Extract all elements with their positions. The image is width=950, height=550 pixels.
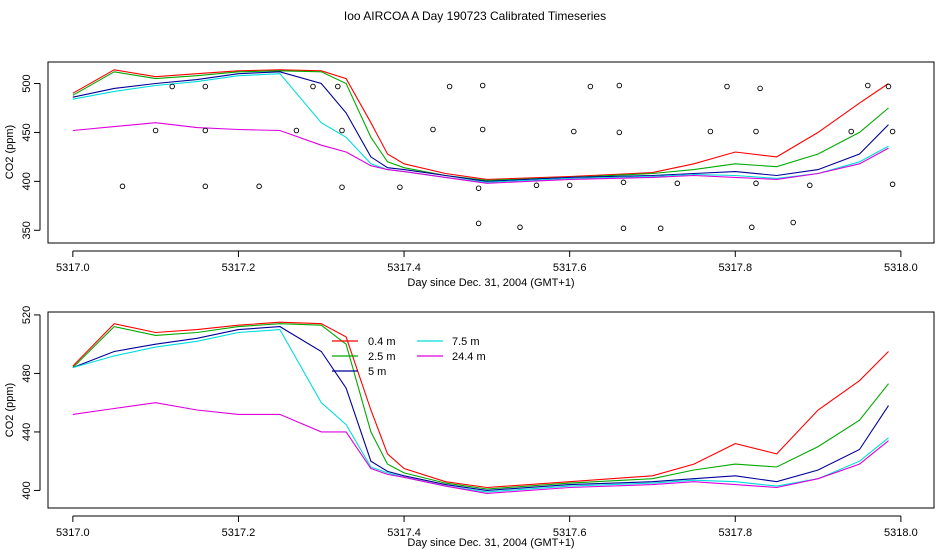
top-x-tick-label: 5318.0: [884, 262, 918, 274]
legend-label-0: 0.4 m: [368, 336, 396, 348]
legend-label-1: 2.5 m: [368, 351, 396, 363]
top-data-point: [119, 183, 126, 190]
top-data-point: [616, 82, 623, 89]
top-series-line-0: [72, 69, 889, 180]
top-y-tick-label: 350: [21, 221, 33, 239]
top-x-axis-label: Day since Dec. 31, 2004 (GMT+1): [407, 277, 574, 289]
top-series-layer: [72, 69, 889, 184]
top-data-point: [753, 180, 759, 187]
bottom-x-tick-label: 5317.4: [387, 527, 421, 539]
top-data-point: [724, 83, 730, 90]
bottom-series-line-4: [72, 402, 889, 494]
top-data-point: [889, 128, 896, 135]
top-data-point: [517, 224, 523, 231]
top-y-tick-label: 450: [21, 123, 33, 141]
top-x-tick-label: 5317.8: [718, 262, 752, 274]
figure-title: Ioo AIRCOA A Day 190723 Calibrated Times…: [344, 9, 606, 23]
top-series-line-1: [72, 70, 889, 181]
bottom-series-line-0: [72, 321, 889, 489]
top-x-tick-label: 5317.0: [56, 262, 90, 274]
top-x-tick-label: 5317.2: [222, 262, 256, 274]
bottom-x-tick-label: 5318.0: [884, 527, 918, 539]
top-series-line-4: [72, 122, 889, 184]
top-data-point: [202, 127, 209, 134]
top-data-point: [865, 82, 871, 89]
top-data-point: [790, 219, 796, 226]
top-data-point: [339, 127, 345, 134]
bottom-y-tick-label: 520: [21, 306, 33, 324]
top-data-point: [310, 83, 316, 90]
bottom-plot-frame: [47, 311, 935, 509]
top-data-point: [620, 225, 627, 232]
top-data-point: [475, 185, 482, 191]
bottom-x-tick-label: 5317.2: [222, 527, 256, 539]
legend-label-3: 7.5 m: [452, 336, 480, 348]
top-data-point: [202, 83, 209, 90]
top-data-point: [587, 83, 594, 90]
top-data-point: [807, 182, 813, 189]
top-data-point: [753, 128, 759, 135]
bottom-y-axis: 400 440 480 520: [21, 306, 41, 500]
bottom-x-axis-label: Day since Dec. 31, 2004 (GMT+1): [407, 537, 574, 549]
top-data-point: [256, 183, 262, 190]
top-x-axis: 5317.0 5317.2 5317.4 5317.6 5317.8 5318.0: [56, 250, 918, 274]
top-data-point: [475, 220, 482, 227]
bottom-y-tick-label: 480: [21, 364, 33, 382]
bottom-x-tick-label: 5317.0: [56, 527, 90, 539]
top-data-point: [757, 85, 763, 92]
top-y-tick-label: 500: [21, 74, 33, 92]
top-data-point: [335, 83, 341, 90]
top-y-axis: 350 400 450 500: [21, 74, 41, 239]
top-points-layer: [119, 82, 896, 232]
top-data-point: [430, 126, 436, 133]
legend: 0.4 m 2.5 m 5 m 7.5 m 24.4 m: [332, 336, 486, 378]
legend-label-2: 5 m: [368, 366, 386, 378]
top-data-point: [616, 129, 623, 136]
top-data-point: [339, 184, 345, 190]
bottom-x-axis: 5317.0 5317.2 5317.4 5317.6 5317.8 5318.0: [56, 515, 918, 539]
top-panel: 5317.0 5317.2 5317.4 5317.6 5317.8 5318.0 350…: [4, 61, 935, 289]
top-data-point: [446, 83, 453, 90]
top-data-point: [749, 224, 755, 231]
top-data-point: [620, 179, 627, 186]
top-data-point: [674, 180, 681, 187]
top-data-point: [848, 128, 854, 135]
top-x-tick-label: 5317.6: [553, 262, 587, 274]
bottom-x-tick-label: 5317.6: [553, 527, 587, 539]
top-data-point: [566, 182, 573, 189]
top-y-axis-label: CO2 (ppm): [4, 125, 16, 179]
top-data-point: [152, 127, 159, 134]
bottom-series-line-1: [72, 323, 889, 490]
top-data-point: [479, 82, 486, 89]
bottom-x-tick-label: 5317.8: [718, 527, 752, 539]
bottom-y-axis-label: CO2 (ppm): [4, 383, 16, 437]
top-y-tick-label: 400: [21, 172, 33, 190]
top-series-line-2: [72, 71, 889, 182]
top-data-point: [397, 184, 403, 190]
top-data-point: [657, 225, 664, 232]
top-data-point: [889, 181, 896, 188]
bottom-series-layer: [72, 321, 889, 494]
top-data-point: [169, 83, 175, 90]
bottom-series-line-2: [72, 326, 889, 491]
top-data-point: [479, 126, 486, 133]
top-data-point: [571, 128, 577, 135]
legend-label-4: 24.4 m: [452, 351, 486, 363]
top-data-point: [293, 127, 300, 134]
bottom-y-tick-label: 440: [21, 423, 33, 441]
bottom-y-tick-label: 400: [21, 481, 33, 499]
top-data-point: [202, 183, 209, 190]
top-plot-frame: [47, 61, 935, 244]
top-data-point: [533, 182, 540, 189]
bottom-panel: 5317.0 5317.2 5317.4 5317.6 5317.8 5318.0 400…: [4, 306, 935, 549]
top-data-point: [707, 128, 714, 135]
top-data-point: [885, 83, 892, 90]
top-x-tick-label: 5317.4: [387, 262, 421, 274]
